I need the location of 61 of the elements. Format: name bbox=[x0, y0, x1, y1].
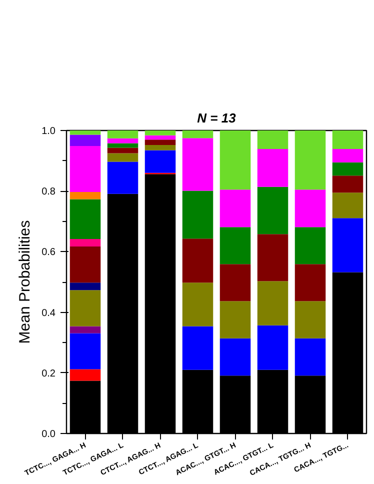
bar bbox=[294, 264, 326, 302]
bar bbox=[257, 130, 288, 149]
bar bbox=[332, 130, 364, 149]
bar bbox=[70, 130, 101, 135]
bar bbox=[220, 190, 251, 228]
bar bbox=[294, 301, 326, 338]
bar bbox=[70, 199, 101, 239]
bar bbox=[182, 138, 214, 191]
bar bbox=[70, 369, 101, 381]
bar bbox=[220, 130, 251, 190]
bar bbox=[257, 234, 288, 282]
y-axis-title: Mean Probabilities bbox=[16, 220, 34, 344]
bar bbox=[144, 145, 176, 150]
bar bbox=[70, 146, 101, 192]
bar bbox=[70, 290, 101, 326]
bar bbox=[332, 148, 364, 162]
bar bbox=[70, 246, 101, 283]
bar bbox=[107, 130, 138, 138]
bar bbox=[182, 238, 214, 283]
bar bbox=[332, 176, 364, 193]
y-tick-label: 0.0 bbox=[42, 429, 56, 440]
chart-title: N = 13 bbox=[197, 110, 237, 126]
bar bbox=[332, 192, 364, 218]
bar bbox=[107, 153, 138, 162]
bar bbox=[332, 218, 364, 272]
bar bbox=[220, 338, 251, 376]
bar bbox=[182, 130, 214, 138]
bar bbox=[257, 325, 288, 370]
bar bbox=[294, 227, 326, 264]
bar bbox=[144, 135, 176, 140]
y-tick-label: 1.0 bbox=[42, 126, 56, 137]
bar bbox=[220, 227, 251, 264]
bar bbox=[107, 138, 138, 144]
bar bbox=[70, 326, 101, 334]
bar bbox=[144, 140, 176, 146]
bar bbox=[294, 190, 326, 228]
bar bbox=[294, 130, 326, 190]
bar bbox=[182, 190, 214, 239]
y-tick-label: 0.2 bbox=[42, 368, 56, 380]
bar bbox=[107, 162, 138, 194]
bar bbox=[70, 238, 101, 247]
bar bbox=[220, 301, 251, 338]
y-tick-label: 0.8 bbox=[42, 186, 56, 198]
bar bbox=[144, 130, 176, 136]
y-tick-label: 0.6 bbox=[42, 247, 56, 258]
bar bbox=[257, 148, 288, 187]
bar bbox=[107, 143, 138, 148]
bar bbox=[332, 162, 364, 176]
bar bbox=[144, 150, 176, 173]
y-tick-label: 0.4 bbox=[42, 308, 56, 319]
bar bbox=[294, 338, 326, 376]
bar bbox=[182, 282, 214, 326]
bar bbox=[70, 333, 101, 370]
bar bbox=[70, 192, 101, 200]
bar bbox=[182, 326, 214, 370]
bar bbox=[257, 281, 288, 326]
bar bbox=[70, 282, 101, 290]
bar bbox=[70, 134, 101, 146]
bar bbox=[107, 148, 138, 154]
bar bbox=[257, 186, 288, 234]
bar bbox=[220, 264, 251, 302]
